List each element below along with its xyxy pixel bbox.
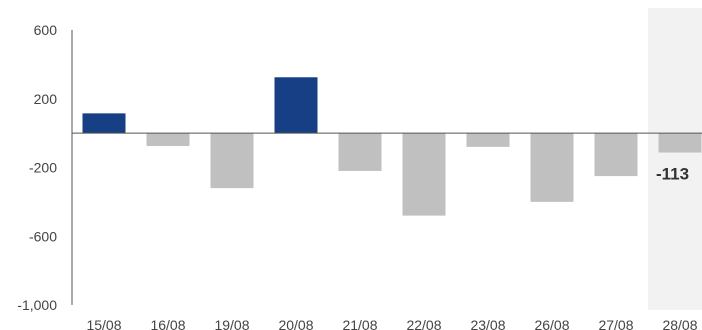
y-tick-label: 200 [34, 91, 58, 107]
category-label: 19/08 [214, 317, 249, 330]
category-labels: 15/08 16/08 19/08 20/08 21/08 22/08 23/08 26/08… [86, 317, 697, 330]
category-label: 28/08 [662, 317, 697, 330]
category-label: 16/08 [150, 317, 185, 330]
y-tick-label: 600 [34, 22, 58, 38]
bar-20-08 [274, 77, 318, 134]
y-tick-label: -200 [29, 160, 57, 176]
bar-16-08 [146, 133, 190, 147]
y-axis-ticks: 600 200 -200 -600 -1,000 [17, 22, 57, 313]
highlight-value-label: -113 [656, 165, 689, 184]
y-tick-label: -600 [29, 228, 57, 244]
bar-26-08 [530, 133, 574, 202]
bar-22-08 [402, 133, 446, 216]
bars [82, 77, 702, 216]
category-label: 15/08 [86, 317, 121, 330]
category-label: 26/08 [534, 317, 569, 330]
bar-27-08 [594, 133, 638, 177]
category-label: 27/08 [598, 317, 633, 330]
bar-23-08 [466, 133, 510, 147]
highlight-band [648, 8, 702, 310]
bar-21-08 [338, 133, 382, 171]
category-label: 21/08 [342, 317, 377, 330]
category-label: 23/08 [470, 317, 505, 330]
bar-19-08 [210, 133, 254, 189]
category-label: 20/08 [278, 317, 313, 330]
y-tick-label: -1,000 [17, 297, 57, 313]
bar-15-08 [82, 113, 126, 134]
category-label: 22/08 [406, 317, 441, 330]
bar-28-08 [658, 133, 702, 153]
